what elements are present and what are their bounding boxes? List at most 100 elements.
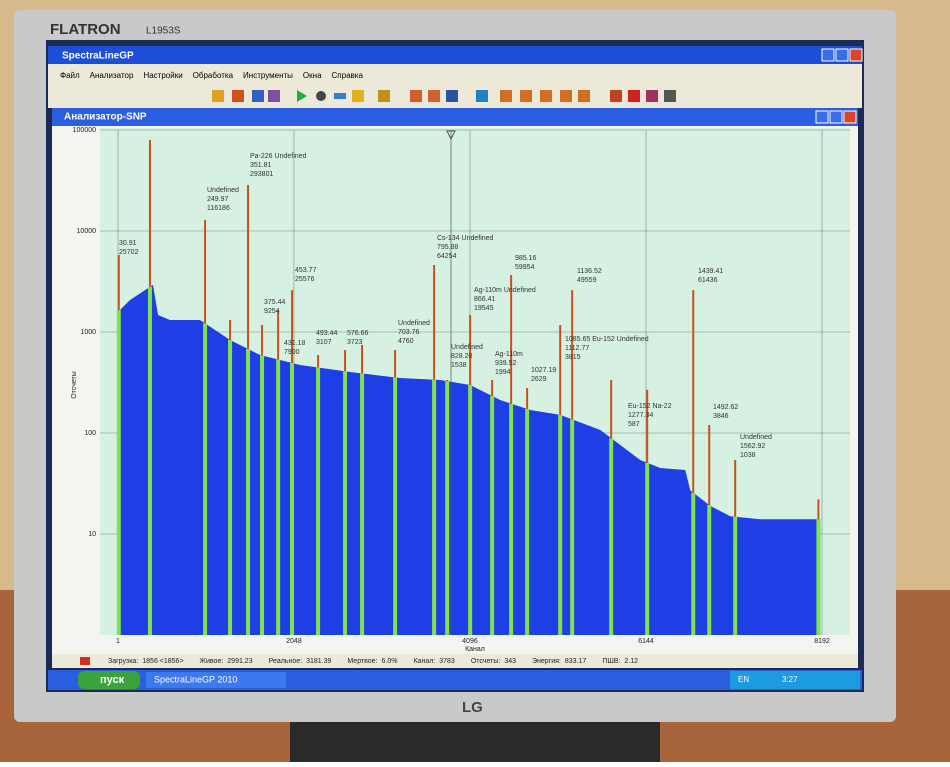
tool[interactable] [352, 90, 364, 102]
window-title: SpectraLineGP [62, 51, 134, 62]
lang: EN [738, 675, 749, 684]
menu-item[interactable]: Инструменты [243, 71, 293, 80]
x-axis-label: Канал [465, 646, 485, 653]
peak-region [468, 384, 473, 635]
peak-annotation: 1027.19 [531, 367, 556, 374]
menu-item[interactable]: Справка [332, 71, 364, 80]
tool[interactable] [446, 90, 458, 102]
status-value: 3783 [439, 658, 455, 665]
peak-annotation: 1562.92 [740, 443, 765, 450]
peak-region [432, 379, 437, 635]
status-label: Канал: [413, 658, 435, 665]
peak-annotation: Undefined [740, 434, 772, 441]
peak-annotation: 293801 [250, 171, 273, 178]
logo: LG [462, 699, 483, 716]
tool[interactable] [232, 90, 244, 102]
tool[interactable] [316, 91, 326, 101]
peak-annotation: 1538 [451, 362, 467, 369]
peak-annotation: 25702 [119, 249, 139, 256]
start-label: пуск [100, 674, 125, 686]
tool[interactable] [560, 90, 572, 102]
peak-region [558, 414, 563, 635]
tool[interactable] [578, 90, 590, 102]
task-label: SpectraLineGP 2010 [154, 674, 237, 684]
close[interactable] [843, 110, 857, 124]
tool[interactable] [252, 90, 264, 102]
peak-region [260, 355, 265, 635]
menu: Файл Анализатор Настройки Обработка Инструме… [60, 71, 363, 80]
peak-region [116, 310, 121, 635]
peak-region [246, 348, 251, 635]
peak-annotation: 1994 [495, 369, 511, 376]
status-value: 833.17 [565, 658, 587, 665]
peak-region [147, 286, 152, 635]
tool[interactable] [378, 90, 390, 102]
maximize[interactable] [835, 48, 849, 62]
peak-region [393, 377, 398, 635]
peak-annotation: 59954 [515, 264, 535, 271]
tool[interactable] [476, 90, 488, 102]
peak-annotation: 9254 [264, 308, 280, 315]
toolbar [212, 90, 676, 102]
title-bar [48, 46, 862, 64]
peak-region [445, 381, 450, 635]
tool[interactable] [610, 90, 622, 102]
peak-annotation: 3723 [347, 339, 363, 346]
peak-annotation: 431.18 [284, 340, 306, 347]
task-button[interactable] [146, 672, 286, 688]
peak-region [228, 340, 233, 635]
peak-region [203, 323, 208, 635]
peak-annotation: 453.77 [295, 267, 317, 274]
status-label: Энергия: [532, 658, 561, 665]
tool[interactable] [268, 90, 280, 102]
peak-region [343, 371, 348, 635]
tool[interactable] [212, 90, 224, 102]
peak-annotation: 25576 [295, 276, 315, 283]
tool[interactable] [297, 90, 307, 102]
status-label: ПШВ: [602, 658, 620, 665]
tool[interactable] [646, 90, 658, 102]
peak-annotation: Eu-152 Na-22 [628, 403, 672, 410]
peak-annotation: 3107 [316, 339, 332, 346]
menu-item[interactable]: Обработка [193, 71, 234, 80]
stand [290, 715, 660, 762]
tool[interactable] [664, 90, 676, 102]
peak-annotation: 985.16 [515, 255, 537, 262]
start-button[interactable] [78, 671, 140, 689]
x-tick-label: 1 [116, 638, 120, 645]
peak-region [570, 419, 575, 635]
peak-annotation: 64254 [437, 253, 457, 260]
status-icon [80, 657, 90, 665]
y-axis-label: Отсчеты [71, 371, 78, 399]
tool[interactable] [428, 90, 440, 102]
tool[interactable] [334, 93, 346, 99]
menu-item[interactable]: Анализатор [90, 71, 134, 80]
status-fields: Загрузка: 1856 <1856> Живое: 2991.23 Реально… [108, 658, 638, 665]
x-tick-label: 8192 [814, 638, 830, 645]
window-buttons [821, 48, 863, 62]
peak-annotation: 1277.34 [628, 412, 653, 419]
menu-item[interactable]: Настройки [143, 71, 182, 80]
tool[interactable] [520, 90, 532, 102]
tool[interactable] [540, 90, 552, 102]
peak-annotation: 30.91 [119, 240, 137, 247]
status-value: 343 [504, 658, 516, 665]
menu-item[interactable]: Окна [303, 71, 322, 80]
minimize[interactable] [815, 110, 829, 124]
tool[interactable] [500, 90, 512, 102]
peak-annotation: 1136.52 [577, 268, 602, 275]
close[interactable] [849, 48, 863, 62]
minimize[interactable] [821, 48, 835, 62]
y-tick-label: 1000 [80, 329, 96, 336]
maximize[interactable] [829, 110, 843, 124]
tool[interactable] [628, 90, 640, 102]
cursor-marker[interactable] [446, 130, 456, 141]
menu-item[interactable]: Файл [60, 71, 80, 80]
peak-annotation: Ag-110m [495, 351, 523, 358]
peak-annotation: 1439.41 [698, 268, 723, 275]
peak-annotation: 587 [628, 421, 640, 428]
peak-region [645, 462, 650, 635]
peak-region [316, 367, 321, 635]
tool[interactable] [410, 90, 422, 102]
